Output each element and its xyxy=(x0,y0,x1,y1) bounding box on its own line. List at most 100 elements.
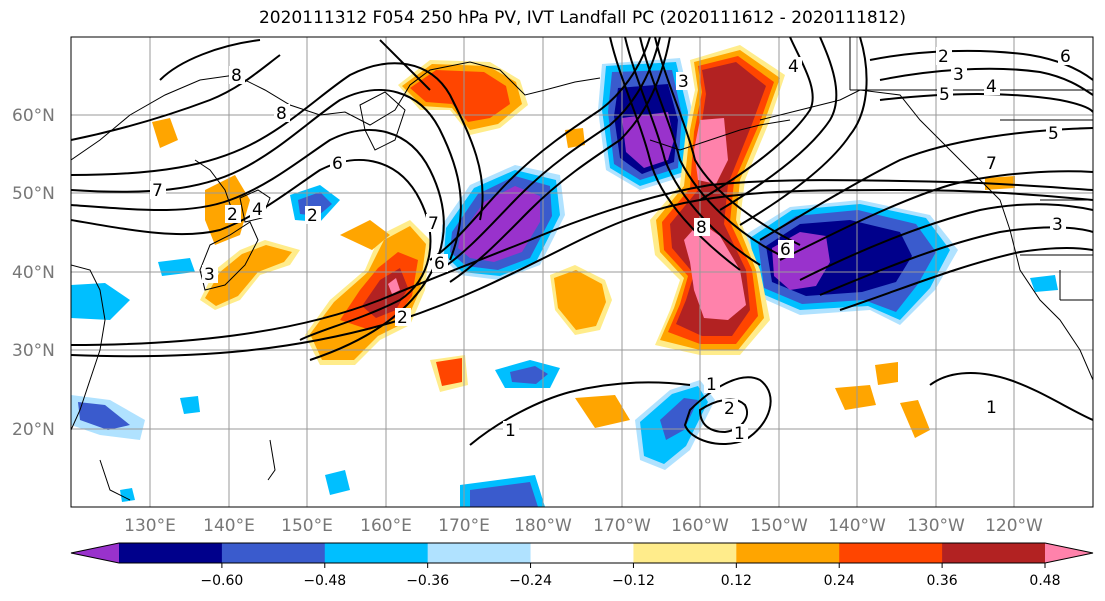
contour-label: 5 xyxy=(939,85,950,105)
pos-anomaly-east-japan xyxy=(388,278,400,294)
pos-anomaly-small xyxy=(565,128,585,148)
pv-shading xyxy=(71,45,1058,507)
lon-label: 170°E xyxy=(438,516,490,536)
contour-label: 5 xyxy=(1048,124,1059,144)
contour-label: 3 xyxy=(204,265,215,285)
neg-anomaly-small xyxy=(71,283,130,320)
lat-labels: 60°N 50°N 40°N 30°N 20°N xyxy=(12,106,55,440)
neg-anomaly-small xyxy=(1030,275,1058,292)
contour-label: 4 xyxy=(788,57,799,77)
contour-label: 4 xyxy=(252,200,263,220)
contour-labels: 8 8 6 7 4 3 2 6 7 6 2 3 8 4 2 3 4 5 5 7 … xyxy=(150,47,1074,444)
pos-anomaly-small xyxy=(900,400,930,438)
neg-anomaly-175e xyxy=(458,186,540,262)
lon-label: 150°E xyxy=(281,516,333,536)
contour-label: 2 xyxy=(307,206,318,226)
gridlines xyxy=(71,37,1093,507)
pos-anomaly-small xyxy=(985,176,1015,190)
colorbar-outline xyxy=(70,542,1094,564)
pos-anomaly-small xyxy=(152,118,178,148)
lon-label: 130°W xyxy=(907,516,965,536)
contour-label: 6 xyxy=(332,154,343,174)
colorbar-segment xyxy=(530,543,634,563)
neg-anomaly-small xyxy=(78,402,130,430)
colorbar-segment xyxy=(736,543,840,563)
neg-anomaly-170w xyxy=(622,112,674,168)
colorbar-tick-label: 0.48 xyxy=(1029,573,1060,589)
colorbar-tick-label: 0.24 xyxy=(824,573,855,589)
colorbar-tick-label: −0.36 xyxy=(406,573,449,589)
colorbar-segment xyxy=(427,543,532,563)
lon-label: 120°W xyxy=(985,516,1043,536)
neg-anomaly-small xyxy=(470,482,538,507)
map-frame xyxy=(70,36,1094,508)
contour-label: 4 xyxy=(986,77,997,97)
lat-label: 60°N xyxy=(12,106,55,126)
lat-label: 40°N xyxy=(12,263,55,283)
contour-label: 1 xyxy=(734,424,745,444)
contour-label: 7 xyxy=(986,154,997,174)
pos-anomaly-small xyxy=(575,395,630,428)
pos-anomaly-japan xyxy=(205,245,292,306)
lon-label: 170°W xyxy=(593,516,651,536)
colorbar-segment xyxy=(633,543,737,563)
pos-anomaly-160w xyxy=(694,118,728,184)
lon-label: 180°W xyxy=(514,516,572,536)
contour-label: 6 xyxy=(1060,47,1071,67)
neg-anomaly-small xyxy=(180,396,200,414)
lon-label: 140°E xyxy=(203,516,255,536)
colorbar-tick-label: 0.12 xyxy=(721,573,752,589)
contour-label: 3 xyxy=(678,72,689,92)
contour-label: 2 xyxy=(397,308,408,328)
contour-label: 8 xyxy=(276,104,287,124)
ivt-contours xyxy=(71,37,1093,446)
contour-label: 8 xyxy=(696,218,707,238)
contour-label: 2 xyxy=(227,205,238,225)
contour-label: 2 xyxy=(938,47,949,67)
pos-anomaly-small xyxy=(835,385,876,410)
neg-anomaly-small xyxy=(325,470,350,495)
lon-label: 130°E xyxy=(124,516,176,536)
contour-label: 1 xyxy=(986,398,997,418)
colorbar-segment xyxy=(839,543,943,563)
colorbar xyxy=(70,542,1094,564)
colorbar-tick-label: −0.12 xyxy=(612,573,655,589)
lon-label: 140°W xyxy=(828,516,886,536)
map-title: 2020111312 F054 250 hPa PV, IVT Landfall… xyxy=(258,8,906,28)
lat-label: 30°N xyxy=(12,341,55,361)
colorbar-extend-low xyxy=(71,543,119,563)
pos-anomaly-small xyxy=(875,362,898,385)
lon-label: 160°W xyxy=(671,516,729,536)
neg-anomaly-small xyxy=(510,366,548,384)
colorbar-segment xyxy=(221,543,326,563)
lon-label: 150°W xyxy=(750,516,808,536)
contour-label: 7 xyxy=(428,214,439,234)
lon-labels: 130°E 140°E 150°E 160°E 170°E 180°W 170°… xyxy=(124,516,1043,536)
pos-anomaly-small xyxy=(436,358,462,386)
lat-label: 50°N xyxy=(12,184,55,204)
colorbar-tick-label: −0.24 xyxy=(509,573,552,589)
contour-label: 1 xyxy=(505,421,516,441)
colorbar-segment xyxy=(942,543,1046,563)
colorbar-ticks: −0.60 −0.48 −0.36 −0.24 −0.12 0.12 0.24 0.36 0.4… xyxy=(200,563,1061,589)
lat-label: 20°N xyxy=(12,420,55,440)
contour-label: 8 xyxy=(231,66,242,86)
colorbar-tick-label: 0.36 xyxy=(927,573,958,589)
colorbar-segment xyxy=(119,543,223,563)
colorbar-extend-high xyxy=(1045,543,1093,563)
colorbar-segment xyxy=(324,543,429,563)
contour-label: 6 xyxy=(780,240,791,260)
neg-anomaly-small xyxy=(120,488,135,502)
colorbar-tick-label: −0.48 xyxy=(303,573,346,589)
neg-anomaly-small xyxy=(158,258,195,276)
contour-label: 6 xyxy=(434,254,445,274)
pos-anomaly-mid xyxy=(340,220,390,250)
coastlines xyxy=(71,37,1093,501)
contour-label: 3 xyxy=(953,65,964,85)
contour-label: 7 xyxy=(152,181,163,201)
contour-label: 3 xyxy=(1052,215,1063,235)
pos-anomaly-kamchatka xyxy=(410,70,510,122)
contour-label: 1 xyxy=(706,375,717,395)
pos-anomaly-mid xyxy=(554,270,606,330)
